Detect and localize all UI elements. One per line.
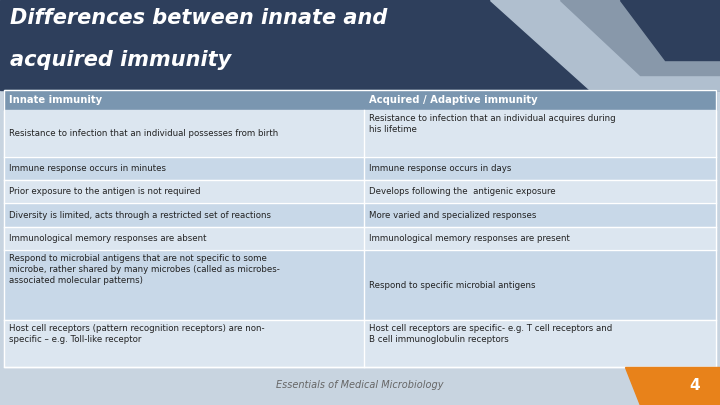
Text: Develops following the  antigenic exposure: Develops following the antigenic exposur… [369,187,555,196]
Text: Resistance to infection that an individual acquires during
his lifetime: Resistance to infection that an individu… [369,114,615,134]
Text: More varied and specialized responses: More varied and specialized responses [369,211,536,220]
Text: Host cell receptors (pattern recognition receptors) are non-
specific – e.g. Tol: Host cell receptors (pattern recognition… [9,324,265,344]
Polygon shape [625,367,720,405]
Polygon shape [490,0,720,90]
Text: Acquired / Adaptive immunity: Acquired / Adaptive immunity [369,95,537,105]
Bar [4,90,716,367]
Polygon shape [560,0,720,75]
Bar [0,0,720,90]
Text: Prior exposure to the antigen is not required: Prior exposure to the antigen is not req… [9,187,200,196]
Bar [4,320,716,367]
Text: Diversity is limited, acts through a restricted set of reactions: Diversity is limited, acts through a res… [9,211,271,220]
Bar [4,250,716,320]
Text: Innate immunity: Innate immunity [9,95,102,105]
Text: Essentials of Medical Microbiology: Essentials of Medical Microbiology [276,380,444,390]
Bar [4,110,716,157]
Text: 4: 4 [690,379,701,394]
Text: Immunological memory responses are absent: Immunological memory responses are absen… [9,234,207,243]
Bar [0,367,720,405]
Text: acquired immunity: acquired immunity [10,50,231,70]
Text: Immune response occurs in days: Immune response occurs in days [369,164,511,173]
Text: Immunological memory responses are present: Immunological memory responses are prese… [369,234,570,243]
Bar [4,203,716,227]
Text: Host cell receptors are specific- e.g. T cell receptors and
B cell immunoglobuli: Host cell receptors are specific- e.g. T… [369,324,612,344]
Text: Immune response occurs in minutes: Immune response occurs in minutes [9,164,166,173]
Bar [4,227,716,250]
Text: Differences between innate and: Differences between innate and [10,8,387,28]
Polygon shape [620,0,720,60]
Bar [4,90,716,110]
Text: Respond to specific microbial antigens: Respond to specific microbial antigens [369,281,535,290]
Text: Respond to microbial antigens that are not specific to some
microbe, rather shar: Respond to microbial antigens that are n… [9,254,280,286]
Text: Resistance to infection that an individual possesses from birth: Resistance to infection that an individu… [9,129,278,138]
Bar [4,157,716,180]
Bar [4,180,716,203]
